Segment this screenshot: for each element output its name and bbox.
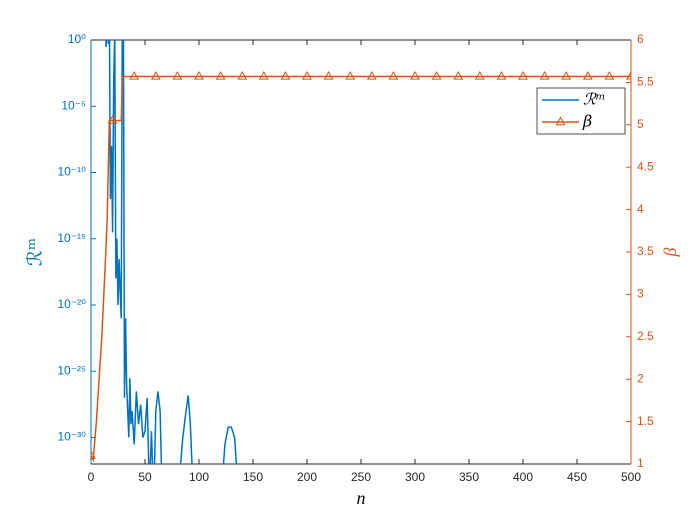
y-tick-label: 10⁻³⁰	[58, 430, 87, 444]
x-tick-label: 0	[88, 470, 95, 484]
marker	[194, 70, 204, 80]
y-tick-label: 10⁰	[68, 32, 86, 46]
y2-tick-label: 4.5	[637, 159, 654, 173]
x-tick-label: 400	[513, 470, 533, 484]
marker	[626, 70, 631, 80]
y2-tick-label: 5.5	[637, 75, 654, 89]
y2-tick-label: 3	[637, 287, 644, 301]
marker	[215, 70, 226, 80]
marker	[474, 70, 485, 80]
marker	[323, 70, 334, 80]
y-tick-label: 10⁻²⁵	[57, 363, 86, 377]
marker	[410, 70, 420, 80]
marker	[453, 70, 464, 80]
x-tick-label: 100	[189, 470, 209, 484]
marker	[91, 450, 96, 459]
legend-marker	[555, 116, 566, 126]
marker	[604, 70, 615, 80]
y2-tick-label: 5	[637, 117, 644, 131]
y-tick-label: 10⁻¹⁰	[58, 165, 87, 179]
legend-label: β	[582, 112, 592, 131]
y2-axis-label: β	[660, 247, 680, 257]
marker	[496, 70, 507, 80]
y2-tick-label: 6	[637, 32, 644, 46]
legend-box	[536, 87, 626, 135]
marker	[582, 70, 593, 80]
y2-tick-label: 1.5	[637, 414, 654, 428]
marker	[107, 115, 118, 124]
marker	[345, 70, 356, 80]
x-tick-label: 450	[567, 470, 587, 484]
y-tick-label: 10⁻¹⁵	[57, 231, 86, 245]
marker	[518, 70, 528, 80]
marker	[388, 70, 399, 80]
marker	[366, 70, 377, 80]
marker	[172, 70, 183, 80]
marker	[280, 70, 291, 80]
y-tick-label: 10⁻²⁰	[58, 297, 87, 311]
x-tick-label: 250	[351, 470, 371, 484]
x-tick-label: 150	[243, 470, 263, 484]
x-tick-label: 200	[297, 470, 317, 484]
legend-label: ℛᵐ	[583, 90, 606, 109]
x-axis-label: n	[357, 488, 366, 508]
marker	[237, 70, 248, 80]
x-tick-label: 50	[138, 470, 152, 484]
y-tick-label: 10⁻⁵	[61, 98, 86, 112]
plot-area	[91, 40, 631, 464]
x-tick-label: 350	[459, 470, 479, 484]
x-tick-label: 300	[405, 470, 425, 484]
marker	[431, 70, 442, 80]
x-tick-label: 500	[621, 470, 641, 484]
series-line	[91, 75, 631, 463]
marker	[258, 70, 269, 80]
marker	[539, 70, 550, 80]
marker	[302, 70, 312, 80]
y2-tick-label: 2	[637, 371, 644, 385]
y2-tick-label: 4	[637, 202, 644, 216]
series-line	[105, 40, 238, 464]
marker	[561, 70, 572, 80]
y2-tick-label: 2.5	[637, 329, 654, 343]
y-axis-label: ℛᵐ	[23, 238, 47, 266]
marker	[129, 70, 140, 80]
y2-tick-label: 3.5	[637, 244, 654, 258]
marker	[150, 70, 161, 80]
y2-tick-label: 1	[637, 456, 644, 470]
